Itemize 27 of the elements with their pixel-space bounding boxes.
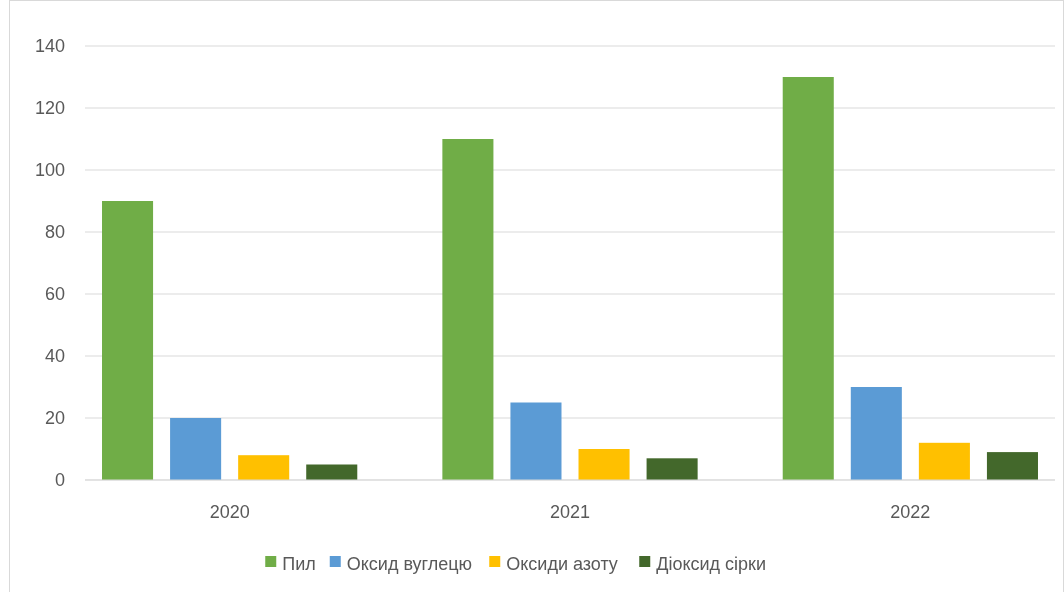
bar: [442, 139, 494, 480]
bar: [646, 458, 698, 480]
y-tick-label: 120: [34, 98, 65, 119]
legend-label: Оксид вуглецю: [346, 554, 473, 575]
x-tick-label: 2021: [549, 502, 591, 522]
bar: [102, 201, 154, 480]
bar: [306, 464, 358, 480]
bar: [918, 442, 970, 480]
bar: [850, 387, 902, 480]
legend-label: Пил: [282, 554, 316, 575]
bar: [238, 455, 290, 480]
y-tick-label: 0: [54, 470, 65, 491]
legend-label: Оксиди азоту: [506, 554, 618, 575]
bar: [170, 418, 222, 480]
y-tick-label: 40: [44, 346, 65, 367]
y-tick-label: 80: [44, 222, 65, 243]
bar: [578, 449, 630, 480]
y-tick-label: 140: [34, 36, 65, 57]
legend-label: Діоксид сірки: [656, 554, 767, 575]
bar: [510, 402, 562, 480]
y-tick-label: 20: [44, 408, 65, 429]
y-tick-label: 60: [44, 284, 65, 305]
x-tick-label: 2022: [890, 502, 931, 522]
y-tick-label: 100: [34, 160, 65, 181]
bar: [782, 77, 834, 480]
x-tick-label: 2020: [209, 502, 250, 522]
bar: [986, 452, 1038, 480]
